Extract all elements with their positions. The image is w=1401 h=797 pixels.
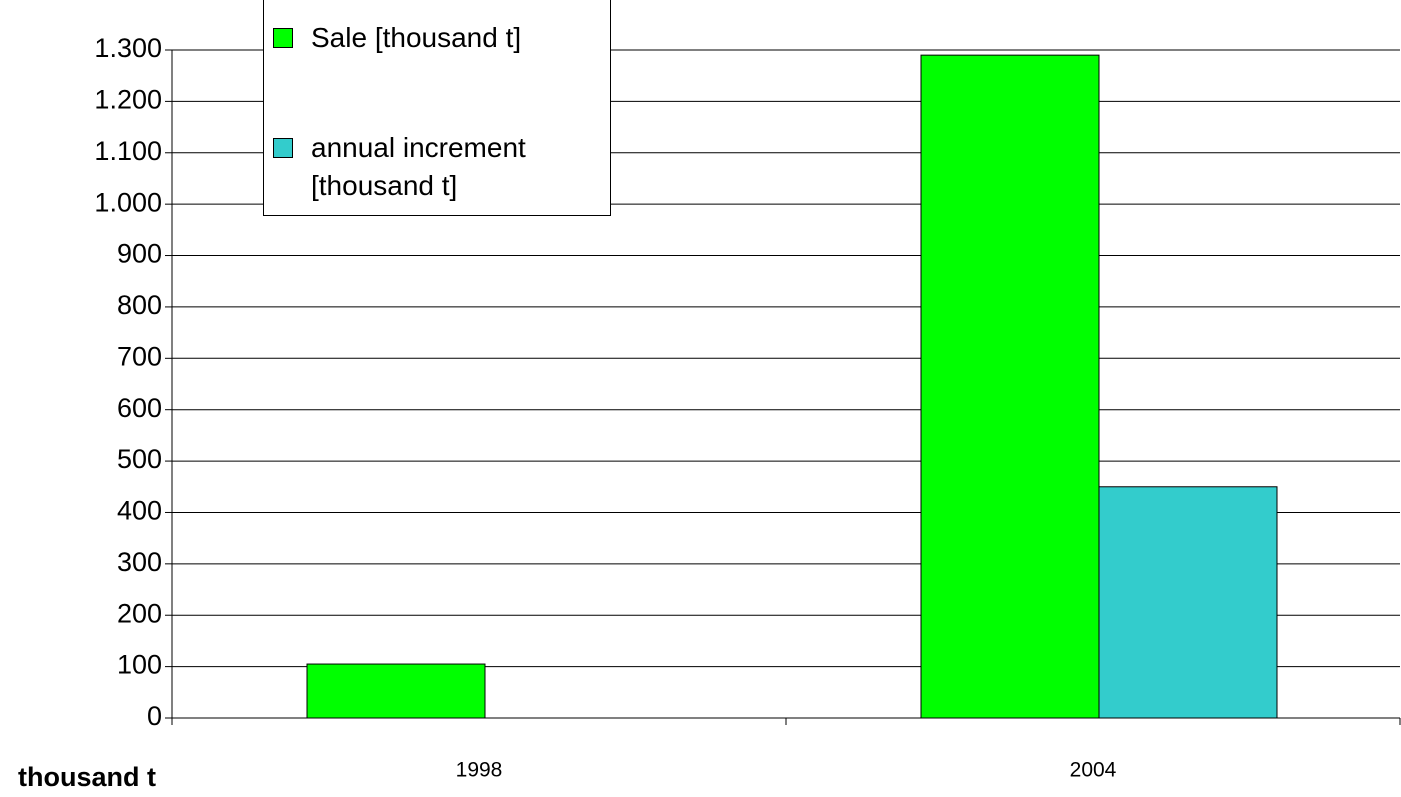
x-tick-label: 2004 [1070,759,1117,782]
y-tick-label: 900 [117,239,162,269]
y-tick-label: 100 [117,650,162,680]
y-tick-label: 400 [117,496,162,526]
y-tick-label: 1.200 [94,85,162,115]
y-tick-label: 1.000 [94,187,162,217]
y-tick-label: 300 [117,547,162,577]
y-tick-label: 700 [117,341,162,371]
y-axis-label: thousand t [18,762,156,792]
y-tick-label: 500 [117,444,162,474]
y-tick-label: 0 [147,701,162,731]
y-tick-label: 800 [117,290,162,320]
y-tick-label: 600 [117,393,162,423]
y-tick-label: 200 [117,598,162,628]
y-tick-label: 1.100 [94,136,162,166]
legend-entry: Sale [thousand t] [273,19,606,57]
legend-label: Sale [thousand t] [311,22,522,53]
y-tick-label: 1.300 [94,33,162,63]
legend-entry: annual increment [thousand t] [273,129,606,205]
bar [306,663,486,719]
x-tick-label: 1998 [456,759,503,782]
bar [1098,486,1278,719]
legend: Sale [thousand t] annual increment [thous… [263,0,611,216]
legend-swatch [273,138,293,158]
bar [920,54,1100,719]
legend-swatch [273,28,293,48]
legend-label: annual increment [thousand t] [311,132,526,201]
